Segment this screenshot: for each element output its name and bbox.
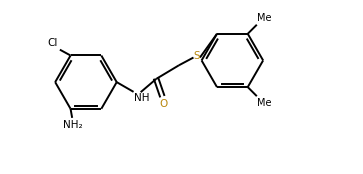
Text: NH: NH [134, 93, 150, 103]
Text: S: S [193, 51, 200, 61]
Text: NH₂: NH₂ [63, 120, 83, 130]
Text: Cl: Cl [47, 38, 58, 48]
Text: Me: Me [257, 13, 272, 23]
Text: O: O [159, 99, 167, 109]
Text: Me: Me [257, 98, 272, 108]
